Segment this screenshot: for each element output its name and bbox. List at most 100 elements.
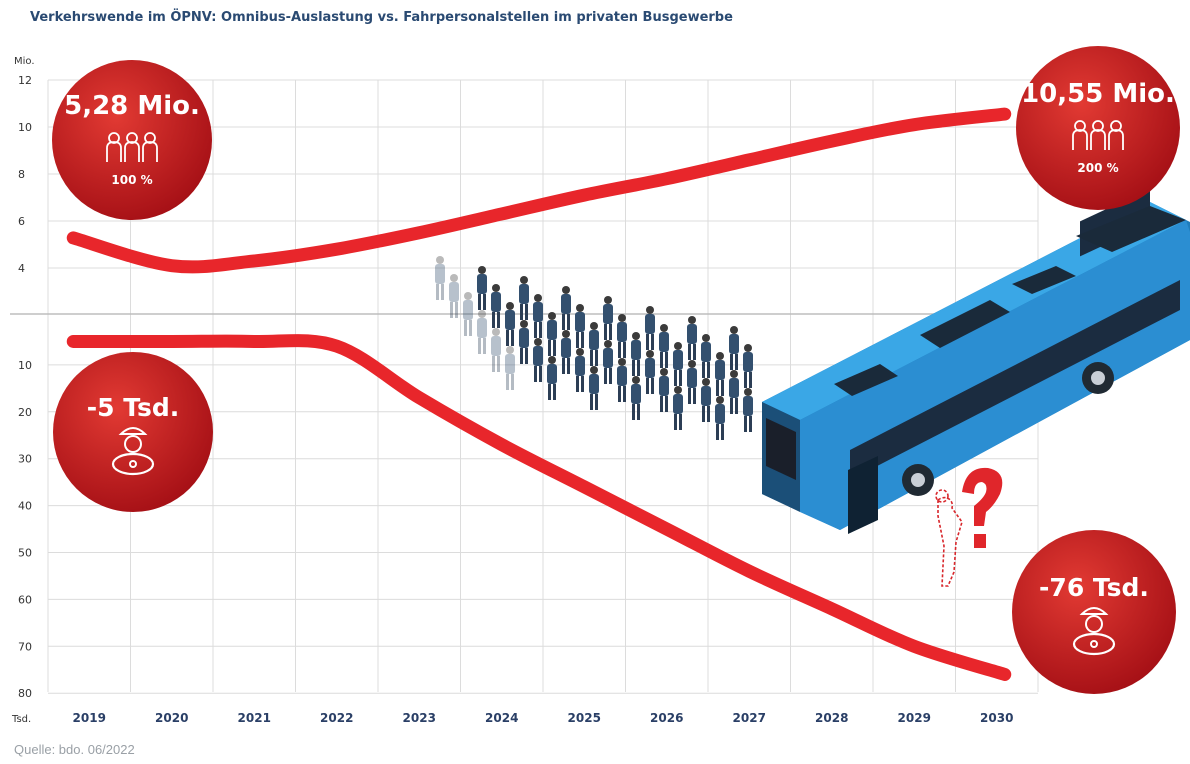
person-body xyxy=(477,274,487,294)
person-figure xyxy=(547,312,557,356)
person-body xyxy=(687,324,697,344)
person-body xyxy=(561,294,571,314)
badge-percent: 200 % xyxy=(1077,161,1118,175)
person-head xyxy=(604,340,612,348)
person-head xyxy=(618,358,626,366)
person-figure xyxy=(477,310,487,354)
person-body xyxy=(575,356,585,376)
person-figure xyxy=(659,368,669,412)
person-head xyxy=(604,296,612,304)
person-body xyxy=(645,358,655,378)
series-line-fahrpersonal xyxy=(66,334,1012,681)
person-leg xyxy=(721,380,724,396)
person-body xyxy=(729,378,739,398)
person-figure xyxy=(743,388,753,432)
driver-head xyxy=(124,435,142,453)
person-leg xyxy=(707,406,710,422)
person-leg xyxy=(595,394,598,410)
person-leg xyxy=(590,350,593,366)
person-figure xyxy=(715,352,725,396)
person-body xyxy=(729,334,739,354)
person-body xyxy=(701,386,711,406)
person-icon-head xyxy=(126,132,138,144)
person-leg xyxy=(637,360,640,376)
person-leg xyxy=(562,314,565,330)
driver-head xyxy=(1085,615,1103,633)
people-group-icon xyxy=(1072,120,1124,150)
person-figure xyxy=(463,292,473,336)
x-tick-label: 2021 xyxy=(238,711,271,725)
x-tick-label: 2029 xyxy=(898,711,931,725)
bus-driver-icon xyxy=(111,427,155,476)
person-leg xyxy=(562,358,565,374)
y-tick-label-lower: 80 xyxy=(18,687,32,700)
person-figure xyxy=(449,274,459,318)
x-tick-label: 2022 xyxy=(320,711,353,725)
person-leg xyxy=(478,338,481,354)
x-tick-label: 2030 xyxy=(980,711,1013,725)
person-body xyxy=(617,366,627,386)
person-figure xyxy=(687,360,697,404)
person-leg xyxy=(707,362,710,378)
person-head xyxy=(478,310,486,318)
person-body xyxy=(645,314,655,334)
person-head xyxy=(590,366,598,374)
person-leg xyxy=(632,360,635,376)
person-leg xyxy=(604,324,607,340)
person-leg xyxy=(511,330,514,346)
badge-circle xyxy=(53,352,213,512)
person-leg xyxy=(637,404,640,420)
person-leg xyxy=(679,370,682,386)
person-leg xyxy=(618,342,621,358)
person-body xyxy=(519,284,529,304)
person-head xyxy=(716,352,724,360)
person-head xyxy=(632,332,640,340)
person-body xyxy=(603,348,613,368)
person-head xyxy=(646,350,654,358)
person-leg xyxy=(646,334,649,350)
person-figure xyxy=(631,376,641,420)
y-tick-label-lower: 30 xyxy=(18,453,32,466)
person-leg xyxy=(534,366,537,382)
person-body xyxy=(659,376,669,396)
person-leg xyxy=(609,368,612,384)
person-leg xyxy=(506,374,509,390)
person-head xyxy=(660,368,668,376)
person-leg xyxy=(665,352,668,368)
badge-value: -5 Tsd. xyxy=(87,393,179,422)
person-leg xyxy=(651,334,654,350)
person-body xyxy=(435,264,445,284)
person-leg xyxy=(702,406,705,422)
person-body xyxy=(673,394,683,414)
person-head xyxy=(702,334,710,342)
person-leg xyxy=(693,344,696,360)
y-tick-label-lower: 50 xyxy=(18,547,32,560)
person-leg xyxy=(441,284,444,300)
person-leg xyxy=(478,294,481,310)
person-head xyxy=(716,396,724,404)
person-leg xyxy=(730,398,733,414)
person-leg xyxy=(506,330,509,346)
person-body xyxy=(673,350,683,370)
person-figure xyxy=(701,378,711,422)
badge-value: 5,28 Mio. xyxy=(64,91,200,121)
person-head xyxy=(562,286,570,294)
person-leg xyxy=(497,312,500,328)
person-body xyxy=(701,342,711,362)
person-leg xyxy=(534,322,537,338)
person-figure xyxy=(519,320,529,364)
person-figure xyxy=(673,386,683,430)
person-leg xyxy=(590,394,593,410)
person-head xyxy=(674,386,682,394)
y-tick-label-upper: 6 xyxy=(18,215,25,228)
person-figure xyxy=(603,340,613,384)
person-leg xyxy=(623,342,626,358)
person-body xyxy=(449,282,459,302)
person-leg xyxy=(749,416,752,432)
person-leg xyxy=(455,302,458,318)
person-leg xyxy=(618,386,621,402)
steering-wheel-hub xyxy=(1090,640,1098,648)
badge-bottom_left: -5 Tsd. xyxy=(53,352,213,512)
y-tick-label-upper: 4 xyxy=(18,262,25,275)
